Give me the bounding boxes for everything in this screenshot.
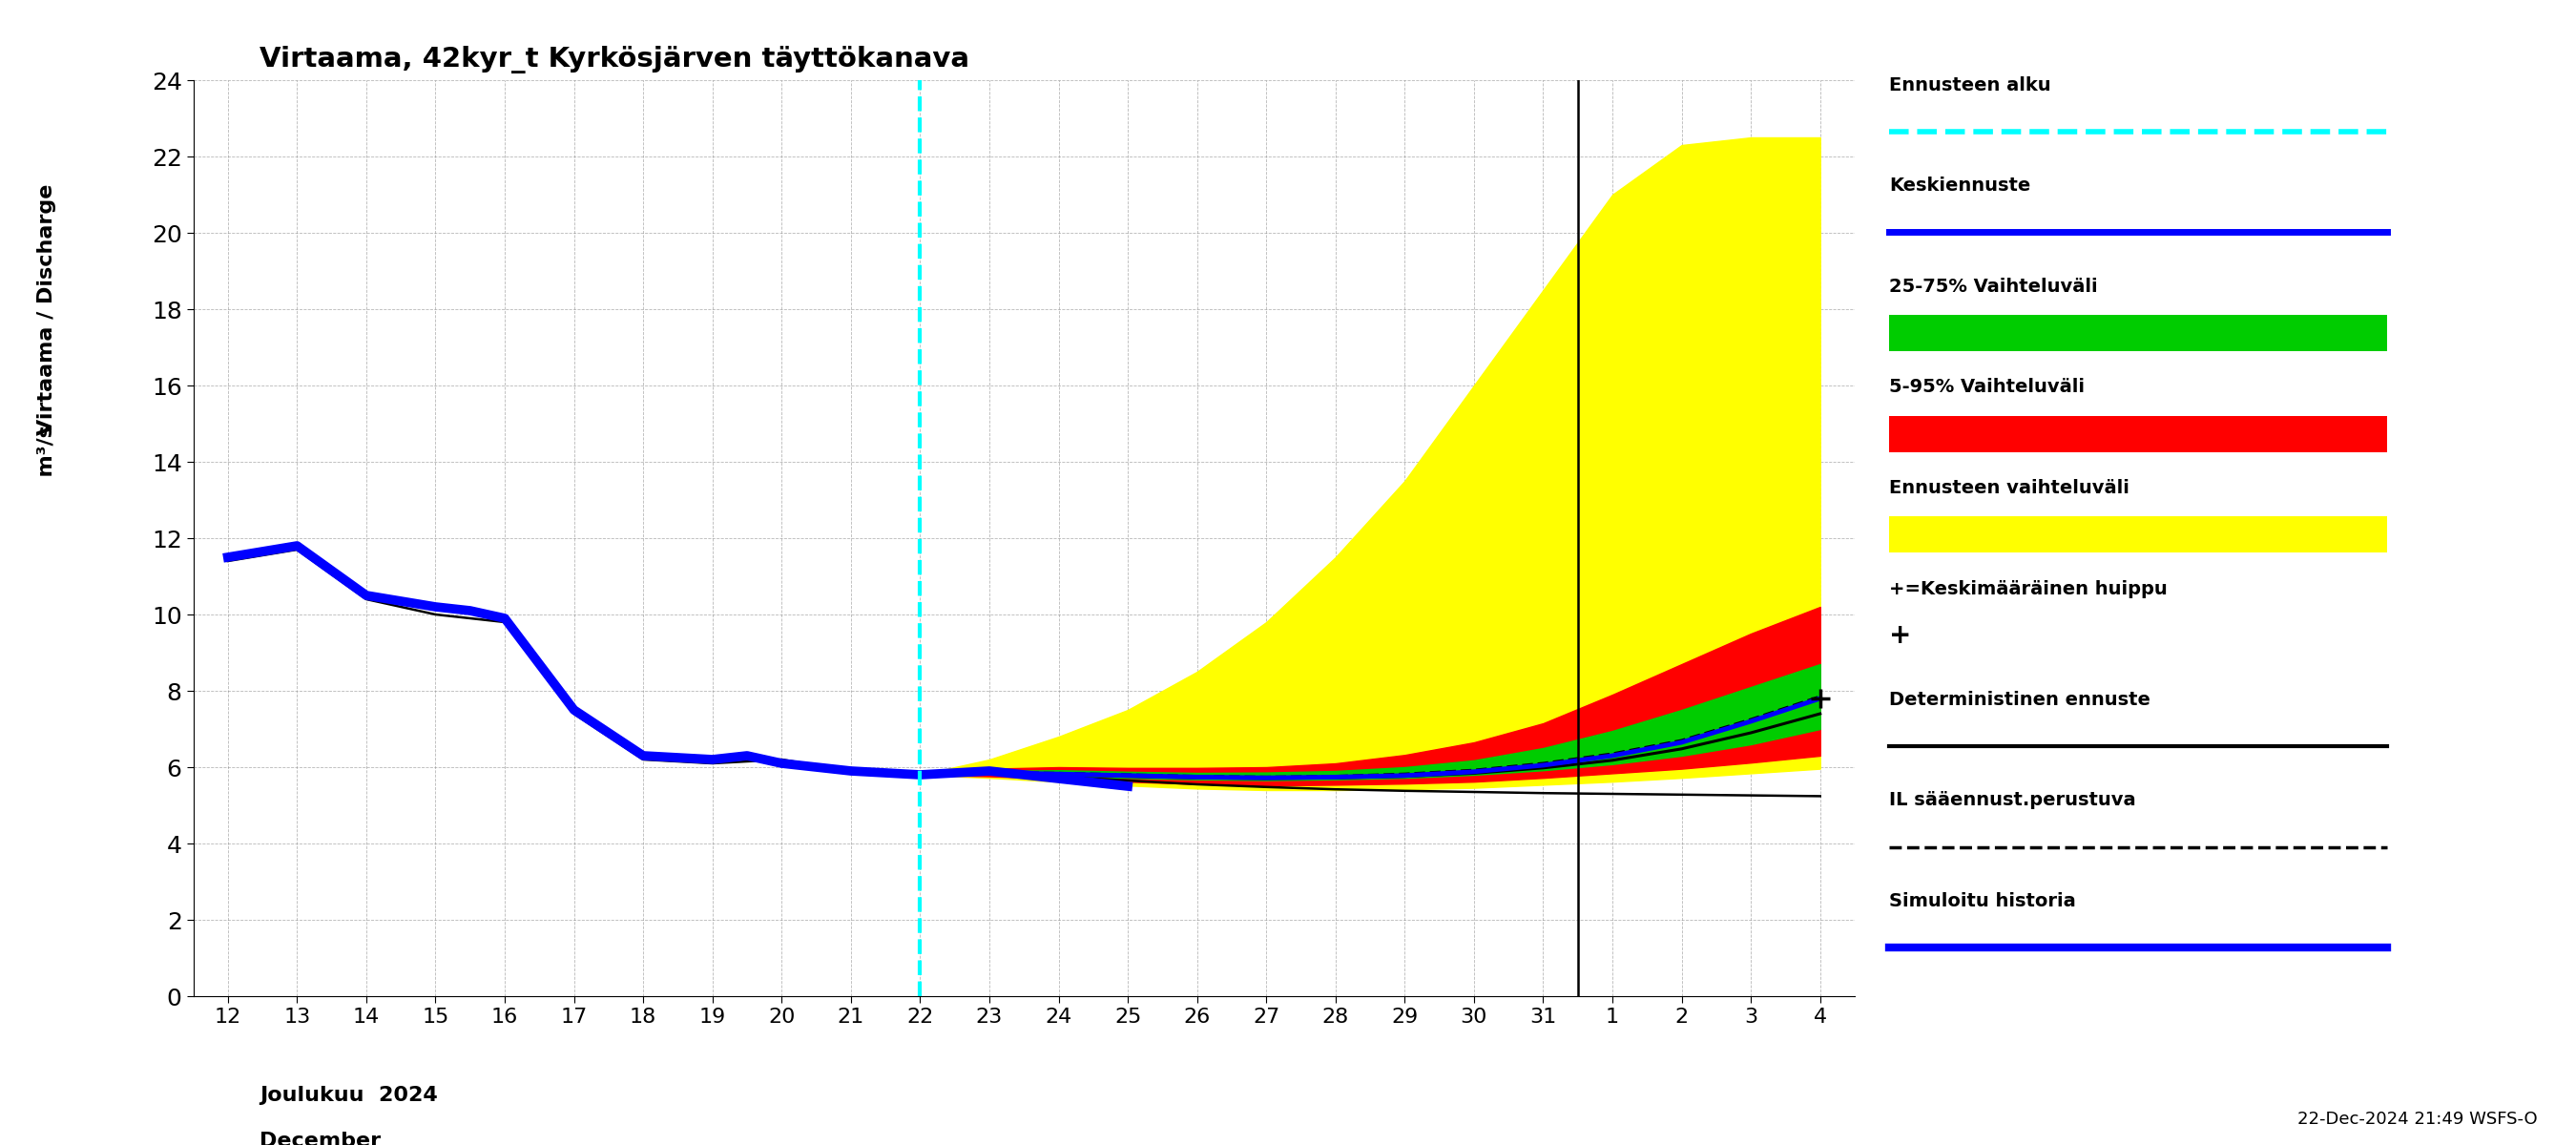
Text: IL sääennust.perustuva: IL sääennust.perustuva [1888,791,2136,810]
Text: Ennusteen vaihteluväli: Ennusteen vaihteluväli [1888,479,2130,497]
Text: Deterministinen ennuste: Deterministinen ennuste [1888,690,2151,709]
Text: 5-95% Vaihteluväli: 5-95% Vaihteluväli [1888,378,2084,396]
Text: 25-75% Vaihteluväli: 25-75% Vaihteluväli [1888,277,2097,295]
Text: Virtaama / Discharge: Virtaama / Discharge [36,183,57,435]
Bar [1888,416,2388,452]
Text: Joulukuu  2024: Joulukuu 2024 [260,1087,438,1105]
Text: Virtaama, 42kyr_t Kyrkösjärven täyttökanava: Virtaama, 42kyr_t Kyrkösjärven täyttökan… [260,46,969,73]
Text: December: December [260,1132,381,1145]
Bar [1888,516,2388,553]
Text: m³/s: m³/s [36,425,57,491]
Text: Keskiennuste: Keskiennuste [1888,176,2030,195]
Bar [1888,315,2388,352]
Text: 22-Dec-2024 21:49 WSFS-O: 22-Dec-2024 21:49 WSFS-O [2298,1111,2537,1128]
Text: +=Keskimääräinen huippu: +=Keskimääräinen huippu [1888,579,2166,598]
Text: +: + [1888,622,1911,648]
Text: Simuloitu historia: Simuloitu historia [1888,892,2076,910]
Text: Ennusteen alku: Ennusteen alku [1888,76,2050,94]
